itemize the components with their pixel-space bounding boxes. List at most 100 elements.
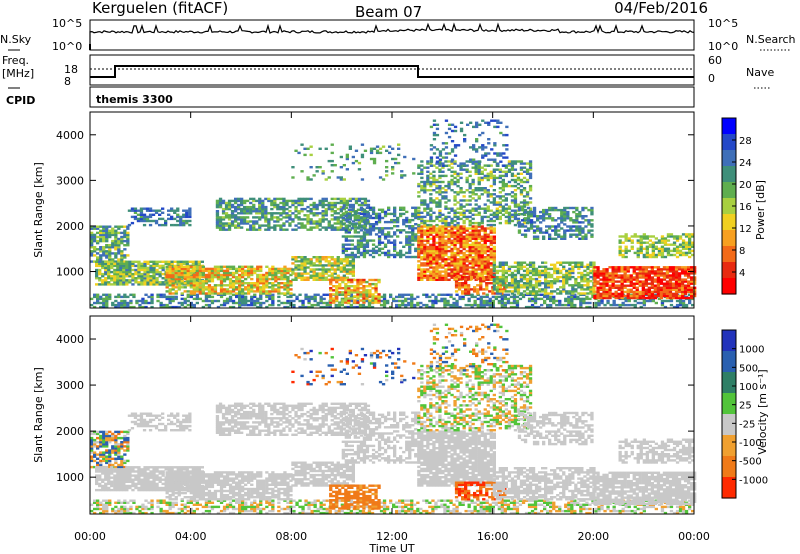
power-cell	[453, 195, 457, 198]
power-cell	[678, 299, 683, 303]
power-cell	[420, 278, 424, 281]
power-cell	[201, 282, 205, 285]
power-cell	[450, 241, 454, 245]
power-cell	[571, 284, 575, 287]
power-cell	[324, 207, 328, 211]
power-cell	[479, 280, 483, 283]
power-cell	[459, 258, 463, 261]
power-cell	[218, 218, 223, 221]
power-cell	[347, 235, 351, 238]
power-cell	[244, 286, 248, 289]
power-cell	[171, 280, 175, 283]
freq-trace	[90, 65, 694, 78]
power-cell	[391, 157, 395, 161]
power-cell	[289, 284, 293, 287]
power-cell	[468, 260, 472, 263]
nsky-panel: N.Sky 10^5 10^0 10^5 10^0 N.Search	[0, 17, 796, 53]
power-cell	[426, 170, 430, 173]
power-cell	[411, 243, 415, 246]
power-cell	[498, 221, 502, 225]
power-cell	[264, 197, 268, 201]
power-cell	[447, 152, 452, 155]
power-cell	[350, 239, 354, 242]
power-cell	[241, 288, 245, 291]
power-cell	[368, 216, 373, 220]
power-cell	[286, 269, 290, 273]
power-cell	[125, 264, 129, 268]
power-cell	[277, 269, 281, 273]
power-cell	[470, 295, 474, 299]
power-cell	[525, 292, 530, 295]
power-cell	[356, 218, 361, 222]
power-cell	[256, 297, 260, 301]
power-cell	[465, 203, 469, 206]
power-cell	[411, 235, 415, 238]
power-cell	[303, 258, 307, 261]
power-cell	[441, 258, 445, 261]
power-cell	[478, 123, 482, 126]
power-cell	[291, 220, 295, 223]
power-cell	[154, 219, 159, 223]
power-cell	[342, 258, 346, 261]
power-cell	[192, 273, 196, 277]
power-cell	[372, 157, 377, 161]
power-cell	[383, 214, 388, 218]
power-cell	[443, 301, 447, 305]
power-cell	[356, 291, 360, 294]
power-cell	[90, 252, 94, 255]
power-cell	[520, 213, 525, 216]
power-cell	[344, 287, 348, 290]
power-cell	[447, 182, 451, 186]
power-cell	[134, 270, 138, 274]
power-cell	[276, 224, 280, 227]
power-cell	[225, 299, 230, 303]
power-cell	[589, 271, 593, 275]
power-cell	[675, 303, 680, 307]
power-cell	[547, 284, 551, 287]
power-cell	[189, 282, 193, 285]
power-cell	[675, 305, 680, 309]
power-cell	[336, 222, 340, 225]
power-cell	[161, 223, 165, 227]
power-cell	[280, 292, 284, 295]
power-cell	[359, 243, 364, 246]
power-cell	[182, 262, 186, 265]
power-cell	[152, 281, 156, 284]
power-cell	[498, 174, 502, 178]
power-cell	[527, 297, 532, 301]
power-cell	[426, 241, 430, 245]
power-cell	[321, 203, 325, 207]
power-cell	[104, 283, 108, 286]
power-cell	[114, 246, 118, 249]
power-cell	[499, 152, 503, 155]
power-cell	[464, 275, 468, 279]
power-cell	[286, 292, 290, 295]
power-cell	[120, 231, 124, 235]
power-cell	[577, 261, 581, 264]
power-cell	[277, 290, 281, 293]
power-cell	[516, 172, 521, 175]
power-cell	[123, 239, 127, 243]
power-cell	[397, 153, 401, 157]
power-cell	[161, 268, 165, 272]
power-cell	[344, 218, 348, 222]
power-cell	[497, 295, 501, 299]
power-cell	[137, 272, 141, 276]
power-cell	[420, 176, 424, 180]
power-cell	[479, 299, 483, 303]
power-cell	[431, 305, 435, 309]
power-cell	[329, 295, 333, 298]
power-cell	[282, 199, 286, 203]
power-cell	[335, 289, 339, 292]
power-cell	[447, 211, 451, 214]
power-cell	[219, 280, 224, 283]
power-cell	[215, 199, 220, 203]
power-cell	[435, 278, 439, 281]
power-cell	[498, 191, 502, 194]
power-cell	[114, 233, 118, 237]
power-cell	[117, 231, 121, 235]
power-cell	[321, 205, 325, 209]
power-cell	[93, 248, 97, 251]
power-cell	[571, 265, 575, 268]
power-cell	[289, 273, 293, 277]
